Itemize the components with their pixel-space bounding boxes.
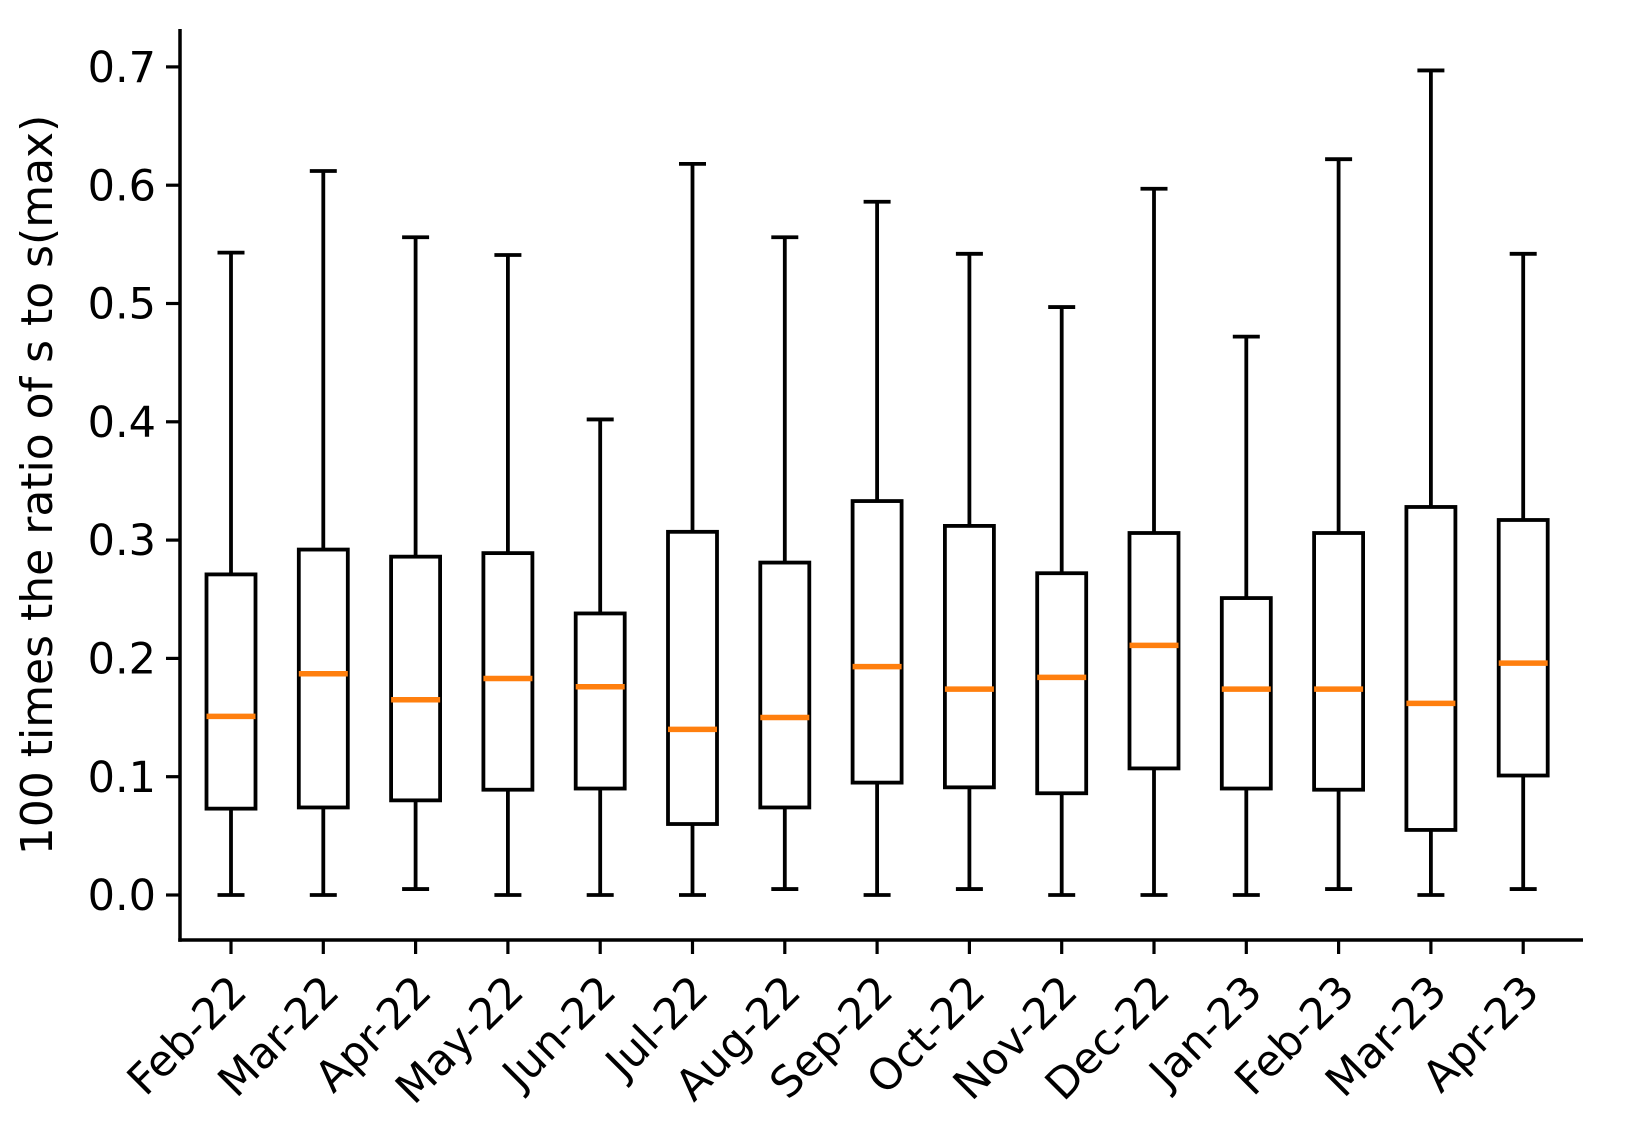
- y-tick-label: 0.7: [88, 43, 156, 93]
- box-jun-22: [573, 417, 627, 897]
- plot-area: 0.00.10.20.30.40.50.60.7Feb-22Mar-22Apr-…: [88, 29, 1583, 1114]
- iqr-box: [1404, 505, 1458, 832]
- iqr-box: [296, 547, 350, 810]
- box-aug-22: [758, 235, 812, 891]
- iqr-box: [850, 499, 904, 785]
- y-tick-label: 0.6: [88, 161, 156, 211]
- iqr-box: [758, 560, 812, 810]
- box-nov-22: [1035, 305, 1089, 897]
- y-tick-label: 0.1: [88, 753, 156, 803]
- y-tick-label: 0.2: [88, 634, 156, 684]
- y-tick-label: 0.4: [88, 398, 156, 448]
- box-sep-22: [850, 199, 904, 897]
- box-may-22: [481, 253, 535, 897]
- iqr-box: [1219, 596, 1273, 791]
- iqr-box: [666, 529, 719, 826]
- box-mar-22: [296, 169, 350, 897]
- box-feb-23: [1312, 157, 1365, 891]
- y-tick-label: 0.3: [88, 516, 156, 566]
- box-jan-23: [1219, 334, 1273, 897]
- y-tick-label: 0.0: [88, 871, 156, 921]
- box-apr-23: [1496, 251, 1550, 891]
- iqr-box: [1312, 531, 1365, 792]
- box-apr-22: [389, 235, 443, 891]
- box-feb-22: [204, 250, 258, 897]
- iqr-box: [1035, 571, 1089, 796]
- box-oct-22: [943, 251, 996, 891]
- iqr-box: [573, 611, 627, 791]
- box-mar-23: [1404, 68, 1458, 897]
- box-jul-22: [666, 162, 719, 897]
- iqr-box: [204, 572, 258, 811]
- iqr-box: [481, 551, 535, 792]
- iqr-box: [943, 524, 996, 790]
- iqr-box: [1127, 531, 1181, 771]
- y-axis-label: 100 times the ratio of s to s(max): [12, 115, 63, 856]
- box-dec-22: [1127, 186, 1181, 897]
- iqr-box: [389, 554, 443, 803]
- y-tick-label: 0.5: [88, 280, 156, 330]
- iqr-box: [1496, 518, 1550, 778]
